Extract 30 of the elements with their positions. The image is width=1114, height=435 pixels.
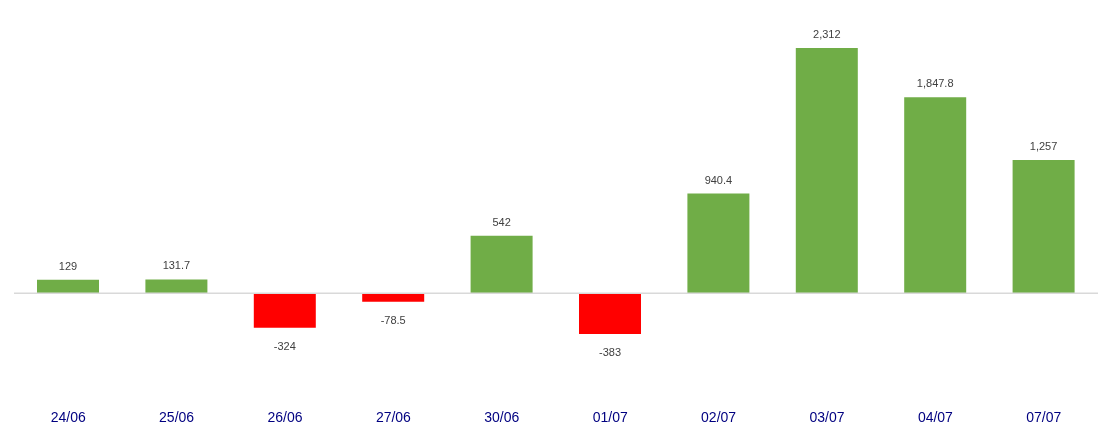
bar bbox=[579, 293, 641, 334]
data-label: 542 bbox=[492, 215, 511, 228]
bar bbox=[470, 235, 533, 294]
data-label: 940.4 bbox=[704, 173, 733, 186]
x-tick-label: 04/07 bbox=[917, 408, 954, 425]
bar bbox=[253, 293, 316, 328]
x-tick-label: 01/07 bbox=[592, 408, 628, 425]
x-tick-label: 26/06 bbox=[267, 408, 303, 425]
bar bbox=[1012, 159, 1075, 294]
data-label: -324 bbox=[273, 339, 296, 352]
bar bbox=[37, 279, 99, 294]
x-tick-label: 03/07 bbox=[809, 408, 845, 425]
bar bbox=[687, 193, 750, 294]
bar bbox=[145, 279, 208, 294]
x-tick-label: 25/06 bbox=[159, 408, 195, 425]
x-tick-label: 24/06 bbox=[50, 408, 86, 425]
data-label: -383 bbox=[598, 346, 622, 358]
data-label: 2,312 bbox=[813, 28, 841, 40]
x-tick-label: 02/07 bbox=[701, 408, 737, 425]
x-tick-label: 30/06 bbox=[484, 408, 520, 425]
x-tick-label: 27/06 bbox=[375, 408, 412, 425]
data-label: 1,257 bbox=[1029, 139, 1058, 152]
bar bbox=[795, 48, 858, 294]
data-label: 1,847.8 bbox=[916, 77, 954, 90]
data-label: 129 bbox=[58, 259, 78, 272]
bar bbox=[362, 293, 425, 302]
bar bbox=[904, 97, 967, 294]
data-label: -78.5 bbox=[380, 313, 406, 326]
data-label: 131.7 bbox=[162, 259, 191, 272]
x-tick-label: 07/07 bbox=[1026, 408, 1062, 425]
